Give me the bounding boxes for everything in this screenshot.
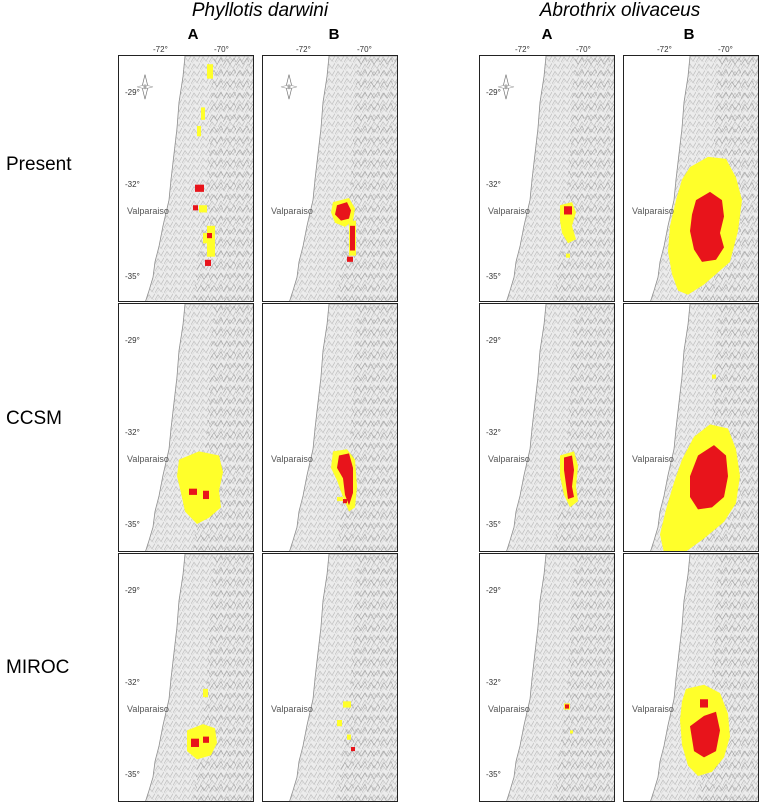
lat-tick: -32° [125,428,140,437]
lat-tick: -35° [125,272,140,281]
lat-tick: -29° [125,586,140,595]
lat-tick: -29° [125,336,140,345]
lon-tick: -70° [576,45,591,54]
lat-tick: -29° [486,586,501,595]
lon-tick: -72° [515,45,530,54]
map-panel-present-abrothrix-b: Valparaiso [623,55,759,302]
map-panel-present-abrothrix-a: -29° -32° -35° Valparaiso [479,55,615,302]
lat-tick: -29° [486,336,501,345]
city-label-valparaiso: Valparaiso [271,206,313,216]
column-letter-b: B [683,26,695,43]
row-label-present: Present [6,154,72,175]
lat-tick: -32° [125,678,140,687]
lon-tick: -72° [657,45,672,54]
city-label-valparaiso: Valparaiso [271,454,313,464]
species-title-abrothrix: Abrothrix olivaceus [539,0,701,21]
lon-tick: -70° [357,45,372,54]
lat-tick: -35° [486,520,501,529]
lat-tick: -35° [486,272,501,281]
lon-tick: -70° [718,45,733,54]
lat-tick: -32° [486,428,501,437]
row-label-miroc: MIROC [6,657,70,678]
column-letter-a: A [187,26,199,43]
lat-tick: -29° [486,88,501,97]
city-label-valparaiso: Valparaiso [127,454,169,464]
species-title-phyllotis: Phyllotis darwini [191,0,329,21]
map-panel-ccsm-abrothrix-b: Valparaiso [623,303,759,552]
column-letter-b: B [328,26,340,43]
city-label-valparaiso: Valparaiso [127,704,169,714]
city-label-valparaiso: Valparaiso [127,206,169,216]
map-panel-ccsm-abrothrix-a: -29° -32° -35° Valparaiso [479,303,615,552]
lat-tick: -32° [486,678,501,687]
map-panel-miroc-phyllotis-a: -29° -32° -35° Valparaiso [118,553,254,802]
lon-tick: -72° [296,45,311,54]
map-panel-miroc-abrothrix-a: -29° -32° -35° Valparaiso [479,553,615,802]
city-label-valparaiso: Valparaiso [632,454,674,464]
lat-tick: -32° [486,180,501,189]
lat-tick: -35° [486,770,501,779]
city-label-valparaiso: Valparaiso [271,704,313,714]
lat-tick: -35° [125,520,140,529]
lon-tick: -72° [153,45,168,54]
map-panel-ccsm-phyllotis-b: Valparaiso [262,303,398,552]
lon-tick: -70° [214,45,229,54]
city-label-valparaiso: Valparaiso [488,704,530,714]
city-label-valparaiso: Valparaiso [632,704,674,714]
lat-tick: -29° [125,88,140,97]
city-label-valparaiso: Valparaiso [488,206,530,216]
lat-tick: -32° [125,180,140,189]
lat-tick: -35° [125,770,140,779]
map-panel-miroc-phyllotis-b: Valparaiso [262,553,398,802]
map-panel-present-phyllotis-b: Valparaiso [262,55,398,302]
row-label-ccsm: CCSM [6,408,62,429]
map-panel-present-phyllotis-a: -29° -32° -35° Valparaiso [118,55,254,302]
map-panel-ccsm-phyllotis-a: -29° -32° -35° Valparaiso [118,303,254,552]
city-label-valparaiso: Valparaiso [632,206,674,216]
column-letter-a: A [541,26,553,43]
map-panel-miroc-abrothrix-b: Valparaiso [623,553,759,802]
city-label-valparaiso: Valparaiso [488,454,530,464]
